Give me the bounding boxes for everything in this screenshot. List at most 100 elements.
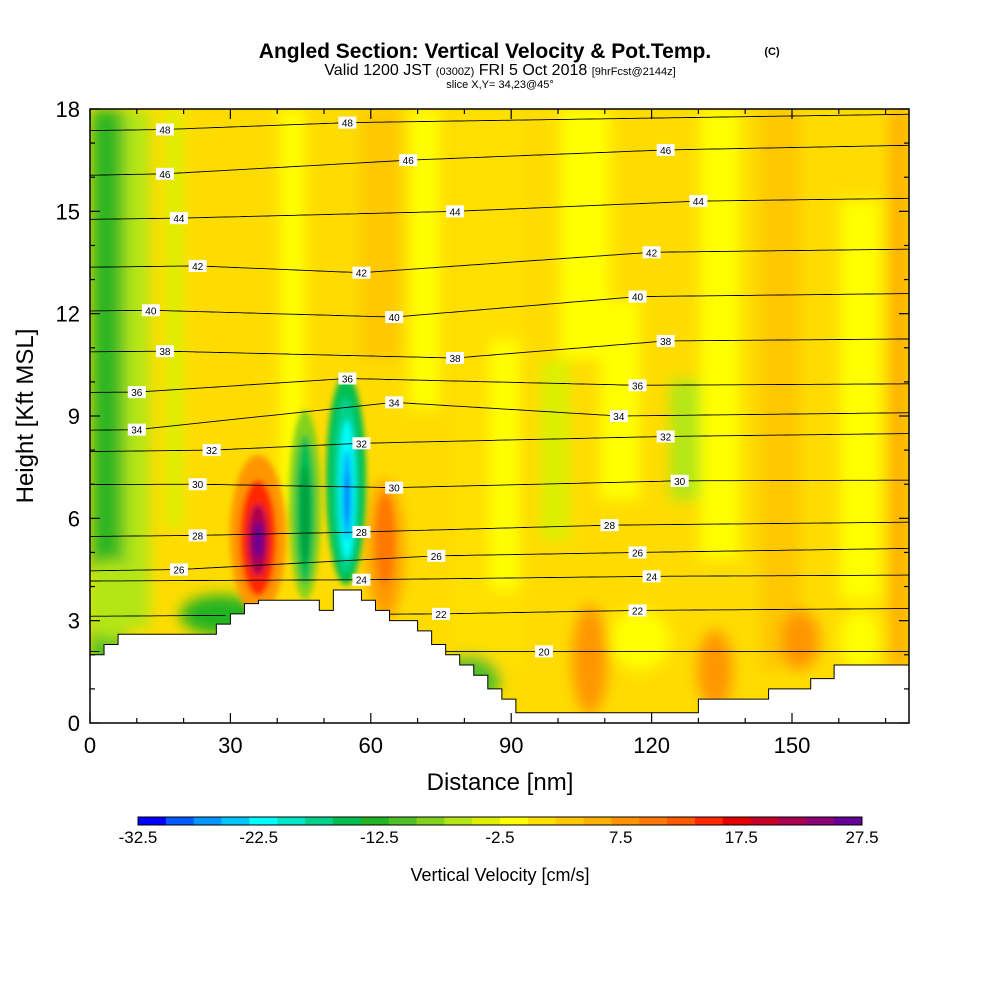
colorbar-swatch <box>555 817 585 825</box>
contour-label: 24 <box>642 570 661 583</box>
y-tick-label: 6 <box>68 506 80 531</box>
colorbar-swatch <box>444 817 473 825</box>
velocity-band <box>840 200 880 600</box>
y-tick-label: 12 <box>56 302 80 327</box>
colorbar-swatch <box>583 817 612 825</box>
contour-label-text: 28 <box>192 531 204 542</box>
colorbar-tick-label: -32.5 <box>119 828 158 847</box>
contour-label-text: 38 <box>660 337 672 348</box>
colorbar-swatch <box>722 817 752 825</box>
colorbar-swatch <box>165 817 195 825</box>
colorbar-swatch <box>834 817 863 825</box>
colorbar-swatch <box>249 817 278 825</box>
contour-label: 22 <box>432 607 450 621</box>
updraft-core <box>253 522 263 558</box>
colorbar-tick-label: -22.5 <box>239 828 278 847</box>
updraft-core <box>376 495 394 585</box>
contour-label: 30 <box>385 481 404 495</box>
velocity-cell <box>90 560 135 640</box>
colorbar-swatch <box>694 817 724 825</box>
valid-date: FRI 5 Oct 2018 <box>479 62 588 79</box>
contour-label: 44 <box>689 195 708 208</box>
velocity-cell <box>572 605 608 715</box>
contour-label-text: 28 <box>356 528 368 539</box>
velocity-band <box>760 109 800 669</box>
downdraft-core <box>300 465 310 565</box>
contour-label: 20 <box>534 645 553 658</box>
contour-label-text: 32 <box>206 446 218 457</box>
y-tick-label: 18 <box>56 97 80 122</box>
velocity-cell <box>610 610 670 670</box>
contour-label: 26 <box>169 563 188 577</box>
contour-label-text: 30 <box>389 484 401 495</box>
isentrope-22 <box>90 608 909 617</box>
isentrope-32 <box>90 433 909 453</box>
colorbar-swatch <box>667 817 696 825</box>
contour-label: 38 <box>656 334 675 348</box>
contour-label-text: 36 <box>131 388 143 399</box>
colorbar-swatch <box>332 817 362 825</box>
colorbar-tick-label: 17.5 <box>725 828 758 847</box>
contour-label-text: 42 <box>356 269 368 280</box>
axis-ticks <box>89 108 909 724</box>
contour-label-text: 26 <box>173 566 185 577</box>
contour-label: 28 <box>352 525 371 539</box>
isentrope-48 <box>90 113 909 132</box>
isentrope-26 <box>90 547 909 572</box>
velocity-cell <box>840 610 880 670</box>
forecast-info: [9hrFcst@2144z] <box>592 66 676 78</box>
contour-label-text: 42 <box>646 248 658 259</box>
contour-label-text: 36 <box>632 381 644 392</box>
colorbar-swatch <box>500 817 529 825</box>
x-tick-label: 120 <box>633 733 670 758</box>
potential-temperature-contours <box>90 113 909 652</box>
contour-label-text: 48 <box>342 119 354 130</box>
colorbar-tick-label: 27.5 <box>845 828 878 847</box>
isentrope-42 <box>90 248 909 274</box>
x-tick-label: 30 <box>218 733 242 758</box>
contour-label-text: 46 <box>159 170 171 181</box>
contour-label-text: 38 <box>159 347 171 358</box>
colorbar-swatch <box>193 817 223 825</box>
y-axis-label: Height [Kft MSL] <box>12 329 39 504</box>
isentrope-34 <box>90 401 909 431</box>
contour-label: 48 <box>338 116 357 130</box>
contour-label-text: 34 <box>131 426 143 437</box>
contour-label-text: 46 <box>660 146 672 157</box>
contour-label: 30 <box>670 474 689 488</box>
contour-label: 34 <box>127 423 146 437</box>
isentrope-44 <box>90 197 909 220</box>
colorbar-swatch <box>277 817 306 825</box>
contour-label: 26 <box>628 546 647 559</box>
contour-label: 32 <box>352 437 371 450</box>
isentrope-38 <box>90 338 909 359</box>
velocity-band <box>890 109 909 669</box>
contour-label-text: 26 <box>431 552 443 563</box>
colorbar-swatch <box>360 817 390 825</box>
contour-label: 28 <box>188 529 207 542</box>
colorbar-swatch <box>416 817 445 825</box>
chart-title: Angled Section: Vertical Velocity & Pot.… <box>259 40 711 63</box>
contour-label: 36 <box>127 386 146 399</box>
contour-label: 38 <box>155 345 174 358</box>
velocity-band <box>700 109 740 559</box>
velocity-field <box>90 109 909 715</box>
contour-label: 28 <box>600 519 619 532</box>
x-tick-label: 60 <box>359 733 383 758</box>
copyright-mark: (C) <box>764 46 780 58</box>
contour-label: 34 <box>385 396 404 409</box>
colorbar-swatch <box>527 817 557 825</box>
contour-label-text: 24 <box>646 572 658 583</box>
contour-label-text: 32 <box>660 432 672 443</box>
slice-info: slice X,Y= 34,23@45° <box>446 79 554 91</box>
contour-label-text: 40 <box>389 313 401 324</box>
contour-label: 42 <box>188 259 207 273</box>
colorbar-swatch <box>778 817 807 825</box>
contour-label-text: 22 <box>632 606 644 617</box>
contour-label: 30 <box>188 478 207 491</box>
contour-label-text: 40 <box>632 293 644 304</box>
contour-label-text: 22 <box>435 610 447 621</box>
valid-utc: (0300Z) <box>436 66 475 78</box>
velocity-band <box>125 109 150 629</box>
